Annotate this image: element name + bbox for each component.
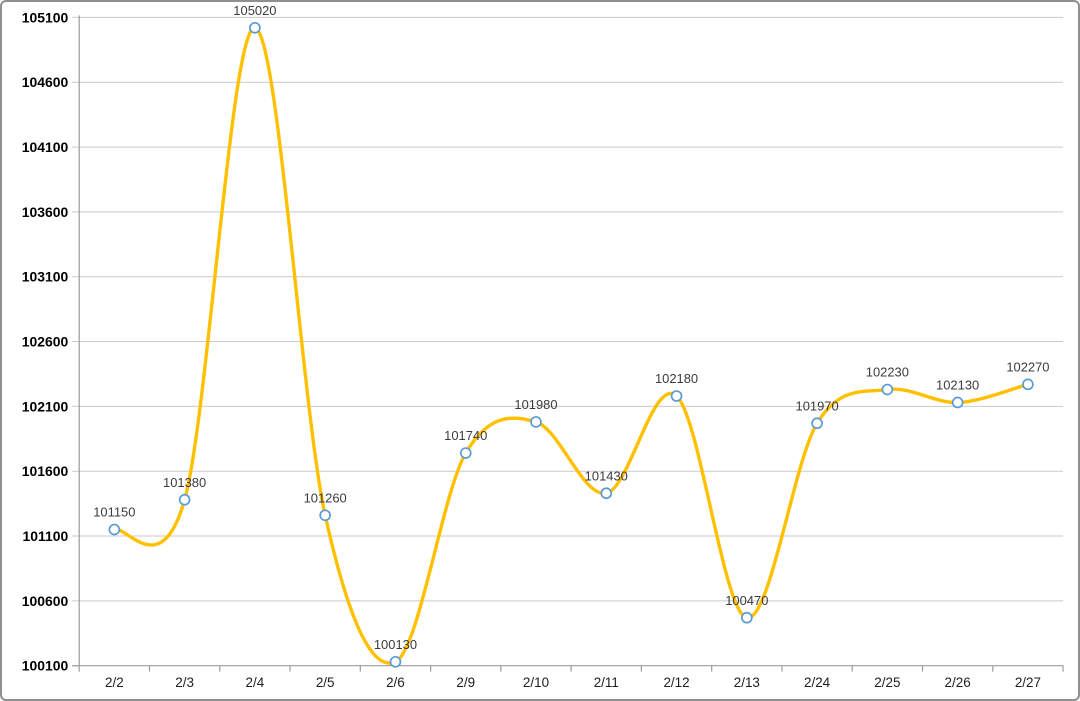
x-axis-tick-label: 2/24 xyxy=(804,675,831,690)
y-axis-tick-label: 100600 xyxy=(22,593,69,609)
data-point-marker xyxy=(670,390,683,402)
data-point-marker xyxy=(249,21,261,34)
data-point-label: 101430 xyxy=(585,468,628,483)
data-point-label: 105020 xyxy=(233,3,276,18)
y-axis-tick-label: 101100 xyxy=(23,528,69,544)
data-point-marker xyxy=(108,523,121,536)
data-point-marker xyxy=(459,447,472,459)
x-axis-tick-label: 2/11 xyxy=(594,675,619,690)
data-point-marker xyxy=(600,487,613,500)
data-point-marker xyxy=(1022,378,1034,391)
y-axis-tick-label: 102600 xyxy=(22,334,69,350)
y-axis-tick-label: 102100 xyxy=(22,398,69,414)
x-axis-tick-label: 2/6 xyxy=(386,675,405,690)
data-point-marker xyxy=(530,416,542,428)
y-axis-tick-label: 105100 xyxy=(22,9,69,25)
x-axis-tick-label: 2/4 xyxy=(246,675,265,690)
data-point-label: 101260 xyxy=(304,490,347,505)
x-axis-tick-label: 2/27 xyxy=(1015,675,1041,690)
data-point-marker xyxy=(319,509,332,522)
y-axis-tick-label: 104100 xyxy=(22,139,69,155)
y-axis-tick-label: 104600 xyxy=(22,74,69,90)
data-point-label: 101970 xyxy=(796,398,839,413)
data-point-marker xyxy=(178,493,191,506)
x-axis-tick-label: 2/10 xyxy=(523,675,549,690)
x-axis-tick-label: 2/26 xyxy=(945,675,971,690)
x-axis-tick-label: 2/5 xyxy=(316,675,335,690)
data-point-label: 102270 xyxy=(1006,359,1049,374)
data-point-label: 102130 xyxy=(936,378,979,393)
x-axis-tick-label: 2/3 xyxy=(175,675,194,690)
series-line xyxy=(112,26,1030,665)
data-point-marker xyxy=(881,383,894,396)
data-point-marker xyxy=(740,611,753,624)
x-axis-tick-label: 2/25 xyxy=(874,675,900,690)
data-point-marker xyxy=(811,417,823,430)
data-point-label: 101980 xyxy=(514,397,557,412)
x-axis-tick-label: 2/13 xyxy=(734,675,760,690)
y-axis-tick-label: 100100 xyxy=(22,658,69,674)
data-point-label: 101740 xyxy=(444,428,487,443)
data-point-label: 100470 xyxy=(725,593,768,608)
x-axis-tick-label: 2/12 xyxy=(663,675,689,690)
data-point-label: 100130 xyxy=(374,637,417,652)
x-axis-tick-label: 2/2 xyxy=(105,675,124,690)
y-axis-tick-label: 101600 xyxy=(22,463,69,479)
data-point-label: 101150 xyxy=(93,505,135,520)
data-point-marker xyxy=(389,655,402,668)
data-point-label: 102230 xyxy=(866,365,909,380)
data-point-marker xyxy=(951,396,964,409)
y-axis-tick-label: 103600 xyxy=(22,204,69,220)
y-axis-tick-label: 103100 xyxy=(22,269,69,285)
data-point-label: 101380 xyxy=(163,475,206,490)
x-axis-tick-label: 2/9 xyxy=(456,675,475,690)
data-point-label: 102180 xyxy=(655,371,698,386)
